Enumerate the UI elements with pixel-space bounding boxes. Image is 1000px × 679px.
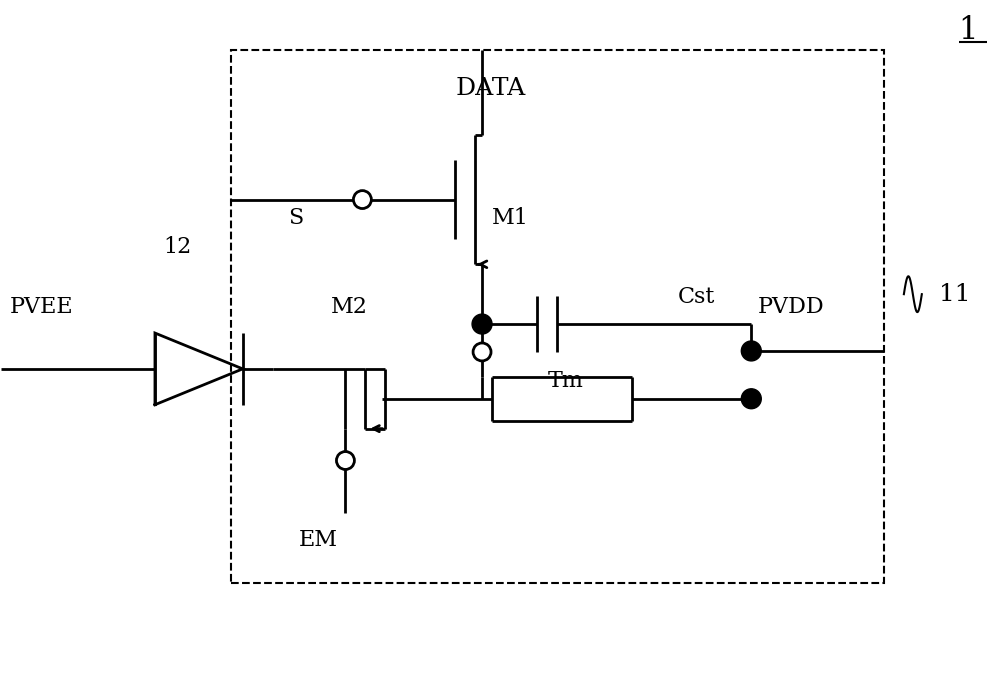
Circle shape xyxy=(336,452,354,469)
Text: EM: EM xyxy=(299,529,338,551)
Text: Tm: Tm xyxy=(548,370,584,392)
Text: S: S xyxy=(289,206,304,229)
Text: 12: 12 xyxy=(163,236,191,259)
Text: PVEE: PVEE xyxy=(9,296,73,318)
Text: DATA: DATA xyxy=(455,77,525,100)
Circle shape xyxy=(741,341,761,361)
Text: 11: 11 xyxy=(939,282,970,306)
Circle shape xyxy=(473,343,491,361)
Text: M2: M2 xyxy=(330,296,367,318)
Circle shape xyxy=(472,314,492,334)
Text: Cst: Cst xyxy=(678,286,715,308)
Text: 1: 1 xyxy=(959,15,978,45)
Text: PVDD: PVDD xyxy=(757,296,824,318)
Text: M1: M1 xyxy=(492,206,529,229)
Circle shape xyxy=(741,389,761,409)
Circle shape xyxy=(353,191,371,208)
